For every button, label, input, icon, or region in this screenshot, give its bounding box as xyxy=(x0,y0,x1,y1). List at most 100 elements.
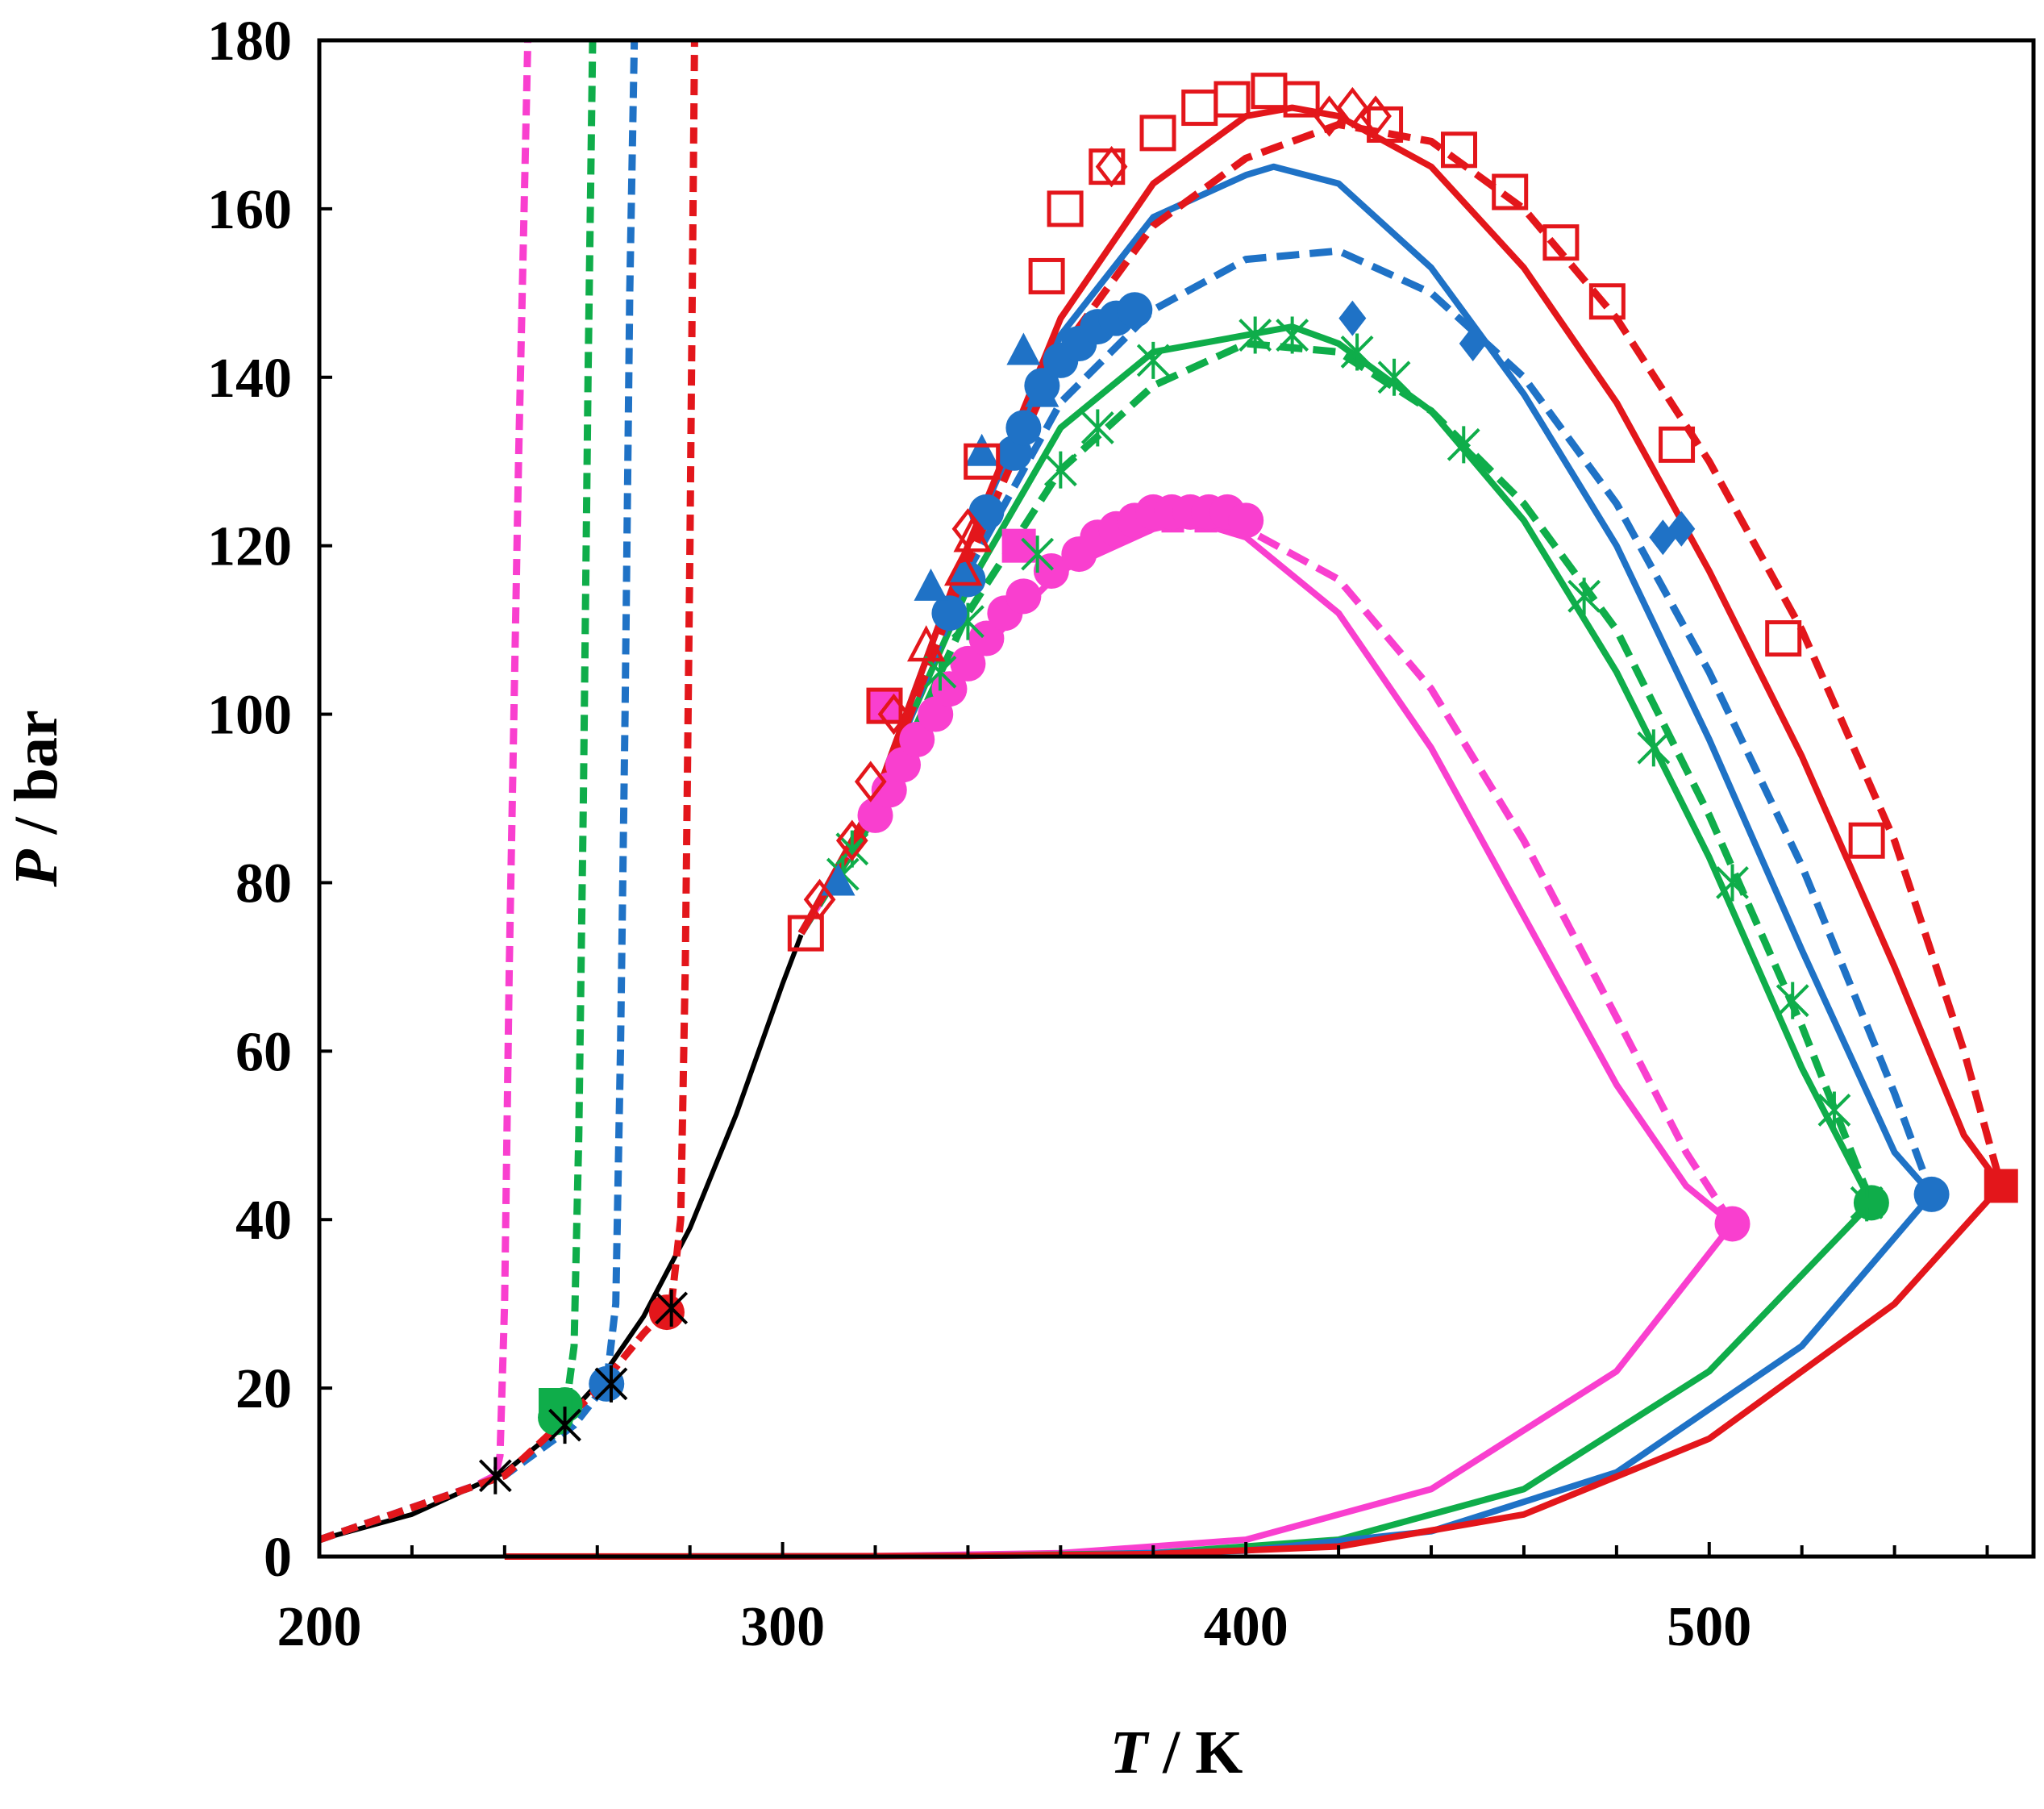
y-tick-label: 160 xyxy=(207,179,292,241)
series-red-open-square-point xyxy=(964,443,1001,480)
series-green-asterisk-point xyxy=(1043,451,1077,489)
series-red-model-solid-line xyxy=(504,104,2004,1560)
series-red-open-diamond-point xyxy=(877,693,910,736)
series-magenta-filled-square-point xyxy=(1001,528,1036,563)
series-red-open-square-point xyxy=(1181,90,1218,127)
series-blue-filled-circle-point xyxy=(589,1365,625,1402)
series-blue-filled-circle-point xyxy=(1005,410,1042,446)
series-blue-filled-triangle-point xyxy=(964,433,999,466)
y-tick-label: 140 xyxy=(207,348,292,410)
y-axis-title: P / bar xyxy=(2,710,70,888)
series-blue-filled-diamond-point xyxy=(1459,326,1487,361)
series-red-open-diamond-point xyxy=(1336,86,1369,129)
series-red-open-square-point xyxy=(1659,426,1696,463)
series-green-asterisk-point xyxy=(1080,409,1114,447)
series-magenta-model-solid-line xyxy=(689,517,1736,1560)
series-blue-model-solid-line xyxy=(689,163,1935,1560)
series-red-open-square-point xyxy=(1213,81,1251,118)
series-magenta-filled-circle-point xyxy=(1005,578,1042,615)
series-red-open-square-point xyxy=(787,915,824,952)
series-green-asterisk-point xyxy=(1447,426,1480,464)
series-green-slle-dashed-line xyxy=(318,40,597,1544)
series-green-filled-circle-point xyxy=(1853,1185,1889,1221)
series-green-asterisk-point xyxy=(1136,341,1170,379)
series-magenta-filled-circle-point xyxy=(899,721,935,757)
series-blue-filled-circle-point xyxy=(950,561,986,598)
series-red-open-square-point xyxy=(1047,190,1084,227)
x-tick-label: 500 xyxy=(1667,1596,1751,1658)
y-tick-label: 60 xyxy=(235,1021,292,1083)
series-green-asterisk-point xyxy=(1716,864,1749,902)
plot-area xyxy=(318,40,2005,1560)
y-tick-label: 100 xyxy=(207,685,292,747)
y-tick-label: 120 xyxy=(207,516,292,578)
series-green-asterisk-point xyxy=(1340,333,1374,371)
series-blue-filled-diamond-point xyxy=(1667,511,1696,547)
series-red-open-square-point xyxy=(1588,283,1626,320)
y-tick-label: 80 xyxy=(235,852,292,915)
series-blue-filled-triangle-point xyxy=(914,568,948,601)
series-magenta-model-dashed-line xyxy=(797,525,1736,1226)
series-red-open-square-point xyxy=(1251,73,1288,110)
series-red-open-triangle-point xyxy=(943,549,983,586)
series-red-open-triangle-point xyxy=(906,625,946,662)
series-green-asterisk-point xyxy=(1637,729,1671,767)
series-blue-filled-circle-point xyxy=(1913,1176,1950,1212)
critical-point-black-asterisk xyxy=(548,1407,581,1444)
series-red-open-square-point xyxy=(1283,81,1320,118)
series-green-asterisk-point xyxy=(1276,316,1309,354)
x-tick-label: 300 xyxy=(740,1596,825,1658)
series-red-open-square-point xyxy=(1367,106,1404,143)
series-blue-filled-triangle-point xyxy=(1025,374,1059,407)
series-green-asterisk-point xyxy=(1850,1184,1884,1222)
series-red-open-square-point xyxy=(866,687,903,724)
series-green-asterisk-point xyxy=(1238,316,1272,354)
series-magenta-filled-circle-point xyxy=(1714,1206,1751,1242)
series-magenta-filled-circle-point xyxy=(950,645,986,682)
y-tick-label: 0 xyxy=(264,1527,292,1589)
y-axis-symbol: P xyxy=(2,849,70,888)
series-red-open-square-point xyxy=(1441,131,1478,169)
series-green-asterisk-point xyxy=(1377,358,1411,396)
series-green-asterisk-point xyxy=(1817,1091,1851,1129)
pure-vapor-pressure-line xyxy=(318,934,804,1542)
series-blue-filled-circle-point xyxy=(931,595,968,631)
series-blue-filled-diamond-point xyxy=(1338,300,1367,336)
series-red-open-square-point xyxy=(1848,822,1885,859)
series-magenta-slle-dashed-line xyxy=(318,40,532,1544)
x-tick-label: 200 xyxy=(277,1596,362,1658)
series-green-asterisk-point xyxy=(1021,536,1055,573)
series-magenta-filled-circle-point xyxy=(1033,553,1069,589)
x-tick-label: 400 xyxy=(1204,1596,1288,1658)
series-red-open-square-point xyxy=(1492,173,1529,210)
series-red-open-square-point xyxy=(1765,620,1802,657)
series-red-filled-square-point xyxy=(1984,1169,2018,1203)
series-red-open-square-point xyxy=(1089,148,1126,185)
series-blue-model-dashed-line xyxy=(797,247,1935,1196)
series-red-open-diamond-point xyxy=(835,819,868,861)
series-red-open-triangle-point xyxy=(953,515,992,552)
series-red-model-dashed-line xyxy=(797,120,2005,1187)
series-magenta-filled-circle-point xyxy=(1228,502,1264,539)
series-blue-filled-triangle-point xyxy=(821,863,855,896)
data-marks xyxy=(478,73,2018,1494)
series-blue-filled-circle-point xyxy=(1117,292,1153,328)
y-axis-unit: / bar xyxy=(2,710,70,849)
series-red-open-square-point xyxy=(1139,115,1176,152)
series-red-open-diamond-point xyxy=(951,508,985,550)
series-red-open-square-point xyxy=(1028,257,1065,294)
y-tick-label: 20 xyxy=(235,1358,292,1420)
series-green-model-dashed-line xyxy=(797,340,1875,1204)
x-axis-title: T / K xyxy=(1110,1719,1243,1786)
y-tick-label: 180 xyxy=(207,10,292,73)
y-tick-label: 40 xyxy=(235,1190,292,1252)
plot-frame xyxy=(317,38,2036,1559)
x-axis-symbol: T xyxy=(1110,1719,1150,1786)
series-red-open-square-point xyxy=(1542,224,1580,261)
series-green-asterisk-point xyxy=(1775,982,1809,1019)
series-blue-filled-triangle-point xyxy=(1006,332,1041,365)
x-axis-unit: / K xyxy=(1147,1719,1243,1786)
critical-point-black-asterisk xyxy=(594,1365,628,1403)
series-green-asterisk-point xyxy=(1567,577,1601,615)
